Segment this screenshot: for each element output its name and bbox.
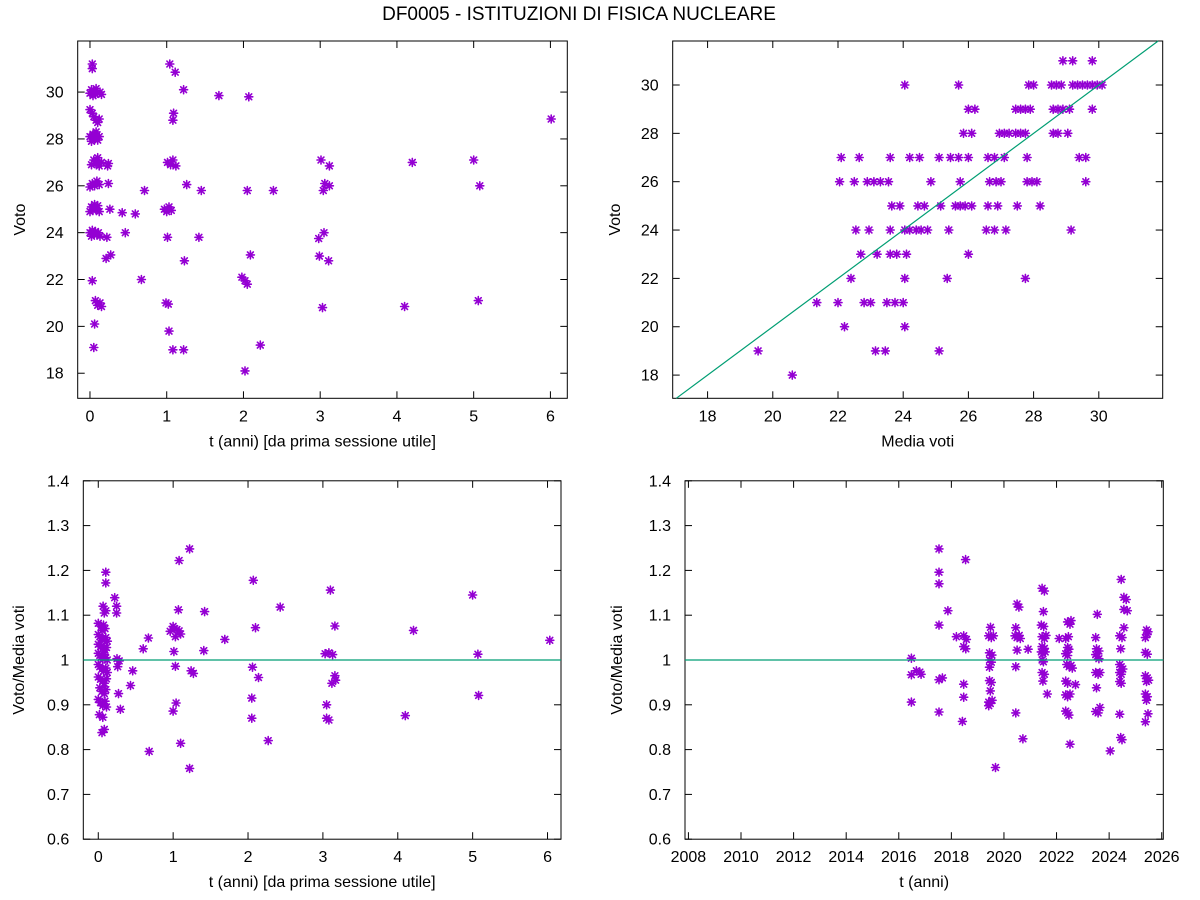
- panel-voto-vs-media: 18 20 22 24 26 28 30 18 20 22 24 26 28 30 Media voti Vo…: [607, 40, 1164, 450]
- x-tick-label: 3: [316, 408, 325, 425]
- y-tick-label: 0.7: [47, 787, 69, 804]
- y-tick-label: 30: [46, 85, 64, 102]
- scatter-points: [93, 544, 555, 774]
- x-tick-label: 2: [239, 408, 248, 425]
- plot-border: [77, 40, 568, 399]
- x-tick-label: 1: [169, 849, 178, 866]
- plot-border: [672, 40, 1164, 399]
- x-axis-label: Media voti: [881, 433, 954, 450]
- y-tick-label: 28: [641, 126, 659, 143]
- scatter-points: [85, 59, 556, 376]
- y-tick-label: 30: [641, 77, 659, 94]
- x-tick-label: 2026: [1144, 849, 1180, 866]
- identity-line: [675, 40, 1159, 399]
- x-tick-label: 30: [1090, 408, 1108, 425]
- x-tick-label: 4: [393, 849, 402, 866]
- y-tick-label: 0.6: [649, 832, 671, 849]
- y-tick-label: 0.8: [649, 742, 671, 759]
- y-tick-label: 26: [641, 174, 659, 191]
- y-tick-label: 24: [46, 225, 64, 242]
- y-tick-label: 18: [641, 368, 659, 385]
- y-tick-label: 22: [641, 271, 659, 288]
- x-tick-label: 2010: [723, 849, 759, 866]
- y-axis-label: Voto: [607, 204, 624, 236]
- x-tick-label: 1: [162, 408, 171, 425]
- y-tick-label: 0.9: [649, 697, 671, 714]
- x-tick-label: 6: [546, 408, 555, 425]
- y-tick-label: 1: [662, 653, 671, 670]
- x-axis-label: t (anni) [da prima sessione utile]: [209, 874, 436, 891]
- y-tick-label: 1.4: [649, 473, 671, 490]
- x-tick-label: 2020: [986, 849, 1022, 866]
- x-axis-label: t (anni) [da prima sessione utile]: [209, 433, 436, 450]
- x-tick-label: 2024: [1091, 849, 1127, 866]
- x-tick-label: 5: [468, 849, 477, 866]
- y-tick-label: 28: [46, 131, 64, 148]
- x-tick-label: 6: [543, 849, 552, 866]
- y-tick-label: 0.8: [47, 742, 69, 759]
- x-tick-label: 28: [1025, 408, 1043, 425]
- x-tick-label: 2012: [776, 849, 812, 866]
- y-tick-label: 20: [641, 319, 659, 336]
- y-tick-label: 0.9: [47, 697, 69, 714]
- x-tick-label: 20: [764, 408, 782, 425]
- y-tick-label: 26: [46, 178, 64, 195]
- y-axis-label: Voto/Media voti: [11, 605, 28, 714]
- x-tick-label: 2016: [881, 849, 917, 866]
- y-tick-label: 1.4: [47, 473, 69, 490]
- y-tick-label: 0.6: [47, 832, 69, 849]
- y-tick-label: 1.3: [649, 518, 671, 535]
- y-tick-label: 20: [46, 319, 64, 336]
- x-tick-label: 2018: [934, 849, 970, 866]
- x-tick-label: 2: [244, 849, 253, 866]
- y-tick-label: 24: [641, 223, 659, 240]
- y-tick-label: 1.2: [47, 563, 69, 580]
- y-tick-label: 1.1: [649, 608, 671, 625]
- x-tick-label: 0: [86, 408, 95, 425]
- y-tick-label: 1.1: [47, 608, 69, 625]
- x-tick-label: 18: [699, 408, 717, 425]
- y-tick-label: 22: [46, 272, 64, 289]
- x-tick-label: 26: [959, 408, 977, 425]
- y-axis-label: Voto/Media voti: [609, 605, 626, 714]
- chart-title: DF0005 - ISTITUZIONI DI FISICA NUCLEARE: [382, 4, 776, 25]
- x-tick-label: 2014: [828, 849, 864, 866]
- y-tick-label: 1: [60, 653, 69, 670]
- scatter-points: [753, 56, 1107, 380]
- panel-ratio-vs-tempo: 0 1 2 3 4 5 6 0.6 0.7 0.8 0.9 1 1.1 1.2 1.3 1.4 t (anni)…: [11, 473, 562, 891]
- x-tick-label: 2022: [1039, 849, 1075, 866]
- y-axis-label: Voto: [12, 204, 29, 236]
- x-tick-label: 2008: [671, 849, 707, 866]
- panel-ratio-vs-anno: 2008 2010 2012 2014 2016 2018 2020 2022 2024 2026…: [609, 473, 1180, 891]
- x-tick-label: 24: [894, 408, 912, 425]
- x-axis-label: t (anni): [899, 874, 949, 891]
- y-tick-label: 0.7: [649, 787, 671, 804]
- x-tick-label: 5: [469, 408, 478, 425]
- y-tick-label: 1.2: [649, 563, 671, 580]
- x-tick-label: 3: [318, 849, 327, 866]
- y-tick-label: 18: [46, 366, 64, 383]
- x-tick-label: 0: [94, 849, 103, 866]
- y-tick-label: 1.3: [47, 518, 69, 535]
- panel-voto-vs-tempo: 0 1 2 3 4 5 6 18 20 22 24 26 28 30 t (anni) [da prima …: [12, 40, 568, 450]
- scatter-points: [906, 544, 1154, 773]
- x-tick-label: 22: [829, 408, 847, 425]
- x-tick-label: 4: [392, 408, 401, 425]
